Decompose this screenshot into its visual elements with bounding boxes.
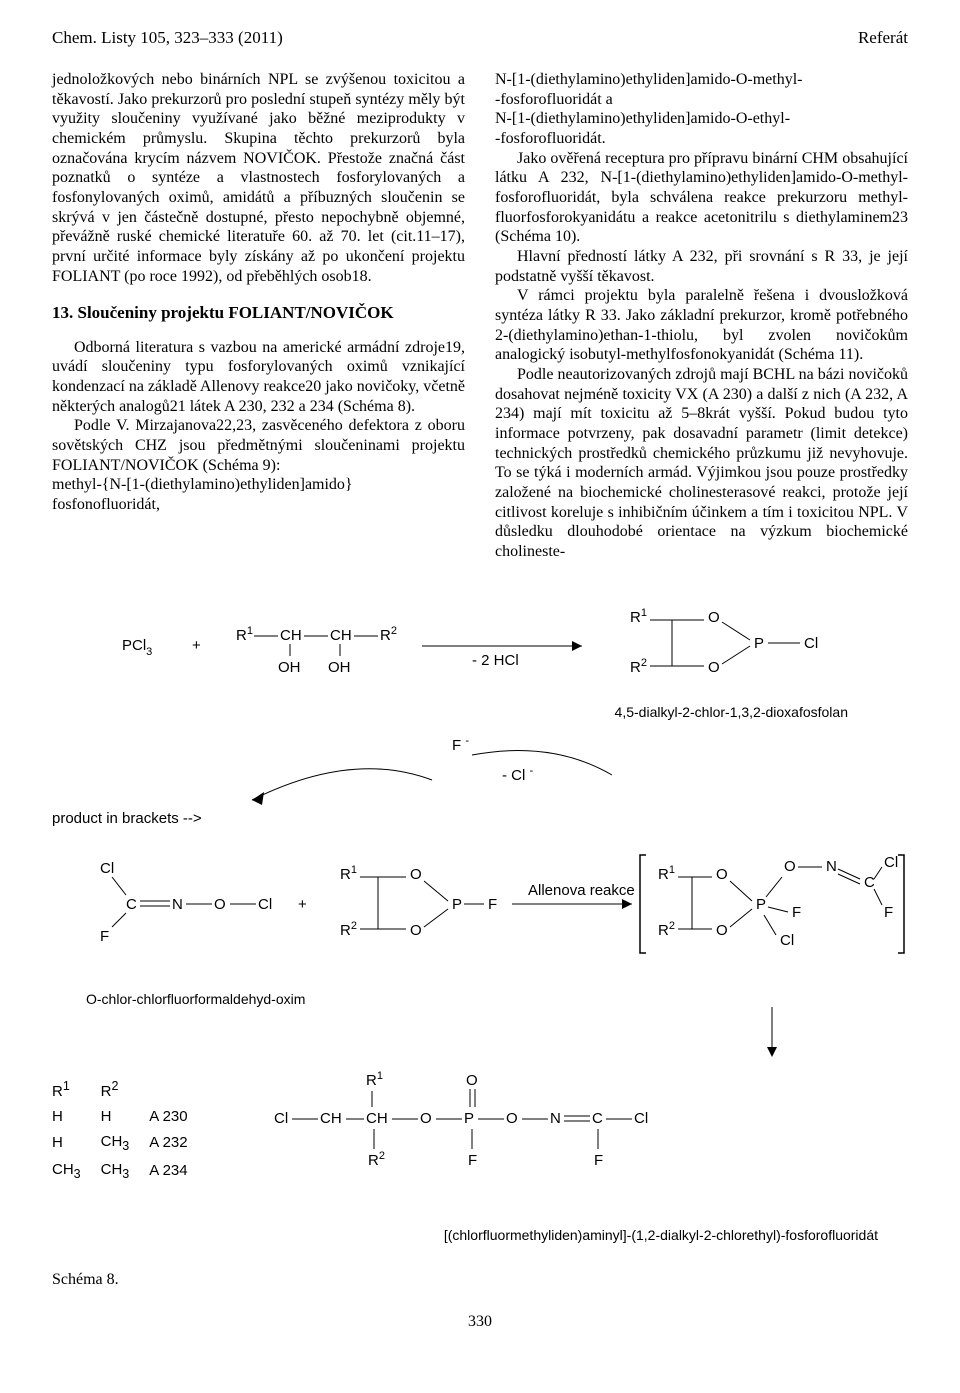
svg-text:F: F: [488, 896, 497, 913]
svg-text:F: F: [884, 904, 893, 921]
svg-text:- 2 HCl: - 2 HCl: [472, 652, 519, 669]
svg-text:+: +: [192, 637, 201, 654]
svg-text:PCl3: PCl3: [122, 637, 152, 658]
page-header: Chem. Listy 105, 323–333 (2011) Referát: [52, 28, 908, 48]
svg-text:R1: R1: [340, 864, 357, 883]
left-para-2: Odborná literatura s vazbou na americké …: [52, 338, 465, 417]
svg-text:O: O: [506, 1110, 518, 1127]
left-column: jednoložkových nebo binárních NPL se zvý…: [52, 70, 465, 562]
oxime-name: O-chlor-chlorfluorformaldehyd-oxim: [86, 991, 908, 1007]
svg-text:O: O: [784, 858, 796, 875]
svg-text:F: F: [594, 1152, 603, 1169]
right-para-3: Jako ověřená receptura pro přípravu biná…: [495, 149, 908, 247]
scheme-row-1: PCl3 + R1 CH CH R2 OH OH - 2 HCl R1 R2 O…: [52, 590, 908, 710]
svg-text:CH: CH: [330, 627, 352, 644]
scheme-row-2: Cl C F N O Cl + R1 R2 O O P F: [52, 827, 908, 997]
svg-text:- Cl -: - Cl -: [502, 765, 534, 784]
svg-text:Cl: Cl: [884, 854, 898, 871]
svg-text:R2: R2: [658, 920, 675, 939]
svg-text:N: N: [550, 1110, 561, 1127]
svg-text:R1: R1: [366, 1070, 383, 1089]
svg-text:O: O: [466, 1072, 478, 1089]
scheme-8: PCl3 + R1 CH CH R2 OH OH - 2 HCl R1 R2 O…: [52, 590, 908, 1289]
svg-text:Cl: Cl: [780, 932, 794, 949]
table-row: H H A 230: [52, 1104, 208, 1129]
svg-text:C: C: [864, 874, 875, 891]
svg-text:O: O: [214, 896, 226, 913]
svg-text:P: P: [452, 896, 462, 913]
svg-text:O: O: [410, 922, 422, 939]
svg-text:CH: CH: [320, 1110, 342, 1127]
svg-text:O: O: [716, 866, 728, 883]
right-para-1: N-[1-(diethylamino)ethyliden]amido-O-met…: [495, 70, 908, 109]
svg-text:O: O: [708, 659, 720, 676]
svg-text:CH: CH: [366, 1110, 388, 1127]
svg-text:P: P: [756, 896, 766, 913]
scheme-vertical-arrow: [52, 1007, 908, 1067]
svg-text:Cl: Cl: [100, 860, 114, 877]
svg-text:R1: R1: [236, 625, 253, 644]
svg-text:Cl: Cl: [274, 1110, 288, 1127]
scheme-row-3: R1 Cl CH CH O P O N C Cl: [248, 1067, 848, 1207]
final-product-name: [(chlorfluormethyliden)aminyl]-(1,2-dial…: [52, 1227, 908, 1243]
table-row: CH3 CH3 A 234: [52, 1157, 208, 1185]
svg-text:Allenova reakce: Allenova reakce: [528, 882, 635, 899]
right-para-5: V rámci projektu byla paralelně řešena i…: [495, 286, 908, 365]
svg-text:Cl: Cl: [634, 1110, 648, 1127]
svg-text:F: F: [468, 1152, 477, 1169]
svg-text:R2: R2: [630, 657, 647, 676]
two-column-text: jednoložkových nebo binárních NPL se zvý…: [52, 70, 908, 562]
svg-text:CH: CH: [280, 627, 302, 644]
svg-text:R2: R2: [380, 625, 397, 644]
left-para-4: methyl-{N-[1-(diethylamino)ethyliden]ami…: [52, 475, 465, 514]
svg-text:R1: R1: [658, 864, 675, 883]
svg-text:C: C: [126, 896, 137, 913]
svg-text:N: N: [172, 896, 183, 913]
svg-text:R1: R1: [630, 607, 647, 626]
right-para-4: Hlavní předností látky A 232, při srovná…: [495, 247, 908, 286]
svg-text:C: C: [592, 1110, 603, 1127]
svg-text:P: P: [464, 1110, 474, 1127]
scheme-caption: Schéma 8.: [52, 1271, 908, 1289]
svg-text:F: F: [100, 928, 109, 945]
right-column: N-[1-(diethylamino)ethyliden]amido-O-met…: [495, 70, 908, 562]
svg-text:R2: R2: [368, 1150, 385, 1169]
svg-text:F: F: [792, 904, 801, 921]
left-para-1: jednoložkových nebo binárních NPL se zvý…: [52, 70, 465, 286]
right-para-6: Podle neautorizovaných zdrojů mají BCHL …: [495, 365, 908, 562]
table-row: H CH3 A 232: [52, 1129, 208, 1157]
svg-text:O: O: [410, 866, 422, 883]
right-para-2: N-[1-(diethylamino)ethyliden]amido-O-eth…: [495, 109, 908, 148]
svg-text:O: O: [420, 1110, 432, 1127]
article-type: Referát: [858, 28, 908, 48]
svg-text:F -: F -: [452, 735, 469, 754]
svg-text:Cl: Cl: [804, 635, 818, 652]
dioxaphospholane-name: 4,5-dialkyl-2-chlor-1,3,2-dioxafosfolan: [52, 704, 908, 720]
substituent-table: R1 R2 H H A 230 H CH3 A 232 CH3 CH3: [52, 1067, 208, 1185]
svg-text:R2: R2: [340, 920, 357, 939]
svg-text:OH: OH: [278, 659, 301, 676]
svg-text:+: +: [298, 896, 307, 913]
journal-reference: Chem. Listy 105, 323–333 (2011): [52, 28, 283, 48]
svg-text:O: O: [716, 922, 728, 939]
svg-text:OH: OH: [328, 659, 351, 676]
svg-text:N: N: [826, 858, 837, 875]
svg-text:Cl: Cl: [258, 896, 272, 913]
section-13-heading: 13. Sloučeniny projektu FOLIANT/NOVIČOK: [52, 302, 465, 323]
scheme-anion-exchange: F - - Cl -: [52, 720, 908, 810]
svg-text:P: P: [754, 635, 764, 652]
svg-text:O: O: [708, 609, 720, 626]
left-para-3: Podle V. Mirzajanova22,23, zasvěceného d…: [52, 416, 465, 475]
page-number: 330: [52, 1313, 908, 1331]
